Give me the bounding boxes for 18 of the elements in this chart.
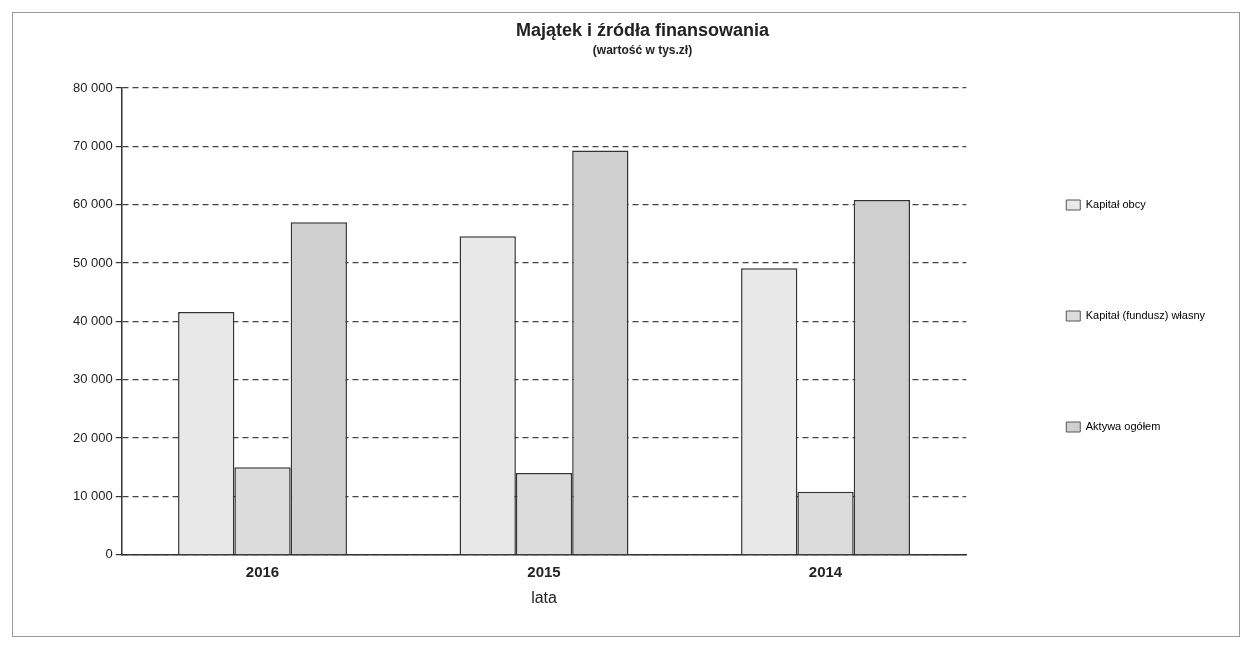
x-tick-label: 2014 bbox=[808, 562, 843, 580]
chart-title: Majątek i źródła finansowania bbox=[515, 19, 771, 40]
y-tick-label: 30 000 bbox=[73, 371, 113, 387]
legend-label: Aktywa ogółem bbox=[1085, 420, 1161, 433]
x-tick-label: 2016 bbox=[245, 562, 280, 580]
y-tick-label: 60 000 bbox=[73, 196, 113, 212]
x-axis-title: lata bbox=[531, 588, 558, 606]
chart-subtitle: (wartość w tys.zł) bbox=[592, 43, 693, 58]
y-tick-label: 80 000 bbox=[73, 79, 113, 95]
y-tick-label: 40 000 bbox=[73, 312, 113, 328]
y-tick-label: 0 bbox=[105, 546, 113, 562]
y-tick-label: 50 000 bbox=[73, 254, 113, 270]
y-tick-label: 20 000 bbox=[73, 429, 113, 445]
legend-label: Kapitał obcy bbox=[1085, 198, 1147, 211]
x-tick-label: 2015 bbox=[527, 562, 561, 580]
y-tick-label: 70 000 bbox=[73, 137, 113, 153]
legend-label: Kapitał (fundusz) własny bbox=[1085, 309, 1206, 322]
y-tick-label: 10 000 bbox=[73, 488, 113, 504]
